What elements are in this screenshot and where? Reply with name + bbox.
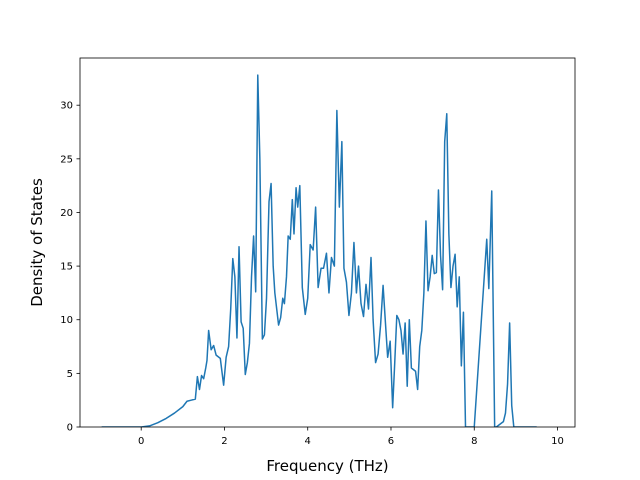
y-tick-label: 5 [67,369,73,380]
x-tick-label: 4 [305,436,311,447]
x-tick-label: 6 [388,436,394,447]
x-tick-label: 0 [138,436,144,447]
y-tick-label: 30 [60,101,73,112]
y-tick-label: 10 [60,315,73,326]
y-tick-label: 15 [60,262,73,273]
y-tick-label: 25 [60,154,73,165]
y-tick-label: 20 [60,208,73,219]
y-axis-label: Density of States [28,178,46,307]
x-axis-label: Frequency (THz) [266,457,388,475]
y-tick-label: 0 [67,423,73,434]
x-tick-label: 2 [221,436,227,447]
line [101,74,537,427]
plot-frame [79,57,576,428]
x-tick-label: 8 [471,436,477,447]
x-tick-label: 10 [551,436,564,447]
